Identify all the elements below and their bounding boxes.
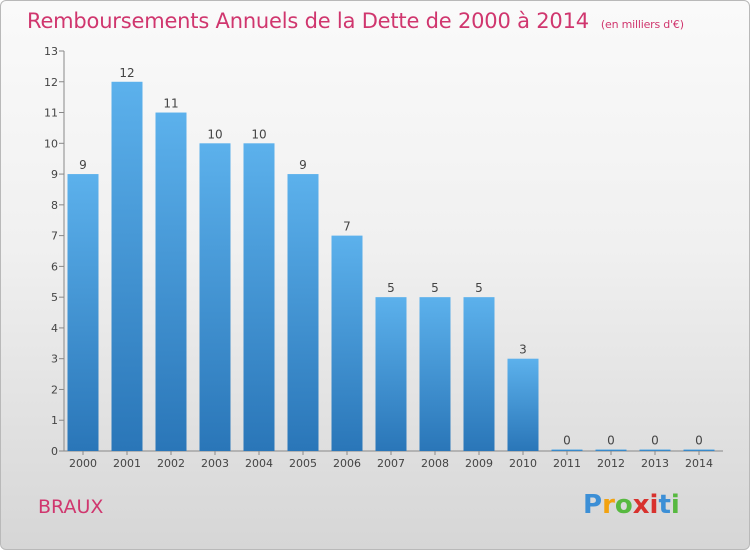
bar-value-label: 5 xyxy=(431,281,439,295)
bar-value-label: 12 xyxy=(119,66,134,80)
logo-letter: x xyxy=(632,490,650,520)
y-tick-label: 4 xyxy=(51,322,58,335)
bar xyxy=(331,235,363,451)
x-tick-label: 2009 xyxy=(465,457,493,470)
x-tick-label: 2002 xyxy=(157,457,185,470)
bar-value-label: 5 xyxy=(387,281,395,295)
logo-letter: P xyxy=(583,490,603,520)
bar-value-label: 10 xyxy=(251,127,266,141)
logo-letter: o xyxy=(614,490,633,520)
chart-unit: (en milliers d'€) xyxy=(600,18,684,31)
x-tick-label: 2000 xyxy=(69,457,97,470)
bar-value-label: 0 xyxy=(651,434,659,448)
bar-value-label: 9 xyxy=(79,158,87,172)
logo-letter: i xyxy=(670,490,680,520)
proxiti-logo: Proxiti xyxy=(583,490,680,520)
y-tick-label: 10 xyxy=(44,137,58,150)
bar-value-label: 0 xyxy=(563,434,571,448)
bar xyxy=(287,174,319,452)
x-tick-label: 2013 xyxy=(641,457,669,470)
x-tick-label: 2012 xyxy=(597,457,625,470)
bar xyxy=(463,297,495,451)
bar xyxy=(683,449,715,451)
bar xyxy=(67,174,99,452)
y-tick-label: 6 xyxy=(51,260,58,273)
y-tick-label: 11 xyxy=(44,107,58,120)
bar xyxy=(111,81,143,452)
chart-title: Remboursements Annuels de la Dette de 20… xyxy=(27,9,684,33)
x-tick-label: 2014 xyxy=(685,457,713,470)
y-tick-label: 1 xyxy=(51,414,58,427)
bar-value-label: 10 xyxy=(207,127,222,141)
y-tick-label: 5 xyxy=(51,291,58,304)
bar xyxy=(375,297,407,451)
y-tick-label: 2 xyxy=(51,383,58,396)
x-tick-label: 2008 xyxy=(421,457,449,470)
x-tick-label: 2001 xyxy=(113,457,141,470)
bar-value-label: 7 xyxy=(343,220,351,234)
x-tick-label: 2003 xyxy=(201,457,229,470)
x-tick-label: 2005 xyxy=(289,457,317,470)
bar xyxy=(243,143,275,452)
bar-value-label: 9 xyxy=(299,158,307,172)
y-tick-label: 0 xyxy=(51,445,58,458)
x-tick-label: 2006 xyxy=(333,457,361,470)
y-tick-label: 12 xyxy=(44,76,58,89)
logo-letter: i xyxy=(649,490,659,520)
x-tick-label: 2011 xyxy=(553,457,581,470)
bar xyxy=(155,112,187,452)
commune-name: BRAUX xyxy=(38,496,104,518)
bar xyxy=(639,449,671,451)
y-tick-label: 13 xyxy=(44,45,58,58)
bar-value-label: 0 xyxy=(695,434,703,448)
bar xyxy=(551,449,583,451)
x-tick-label: 2007 xyxy=(377,457,405,470)
x-tick-label: 2004 xyxy=(245,457,273,470)
bar xyxy=(507,358,539,451)
x-tick-label: 2010 xyxy=(509,457,537,470)
bar-value-label: 0 xyxy=(607,434,615,448)
logo-letter: r xyxy=(602,490,615,520)
y-tick-label: 3 xyxy=(51,353,58,366)
bar-value-label: 5 xyxy=(475,281,483,295)
bar xyxy=(199,143,231,452)
y-tick-label: 7 xyxy=(51,230,58,243)
bar xyxy=(419,297,451,451)
bar xyxy=(595,449,627,451)
bar-value-label: 11 xyxy=(163,97,178,111)
bars: 9 12 11 10 10 9 7 5 5 5 3 0 0 0 0 xyxy=(67,66,715,452)
bar-value-label: 3 xyxy=(519,343,527,357)
y-tick-label: 9 xyxy=(51,168,58,181)
logo-letter: t xyxy=(658,490,671,520)
y-tick-label: 8 xyxy=(51,199,58,212)
x-axis: 2000 2001 2002 2003 2004 2005 2006 2007 2008 2009… xyxy=(64,450,723,470)
